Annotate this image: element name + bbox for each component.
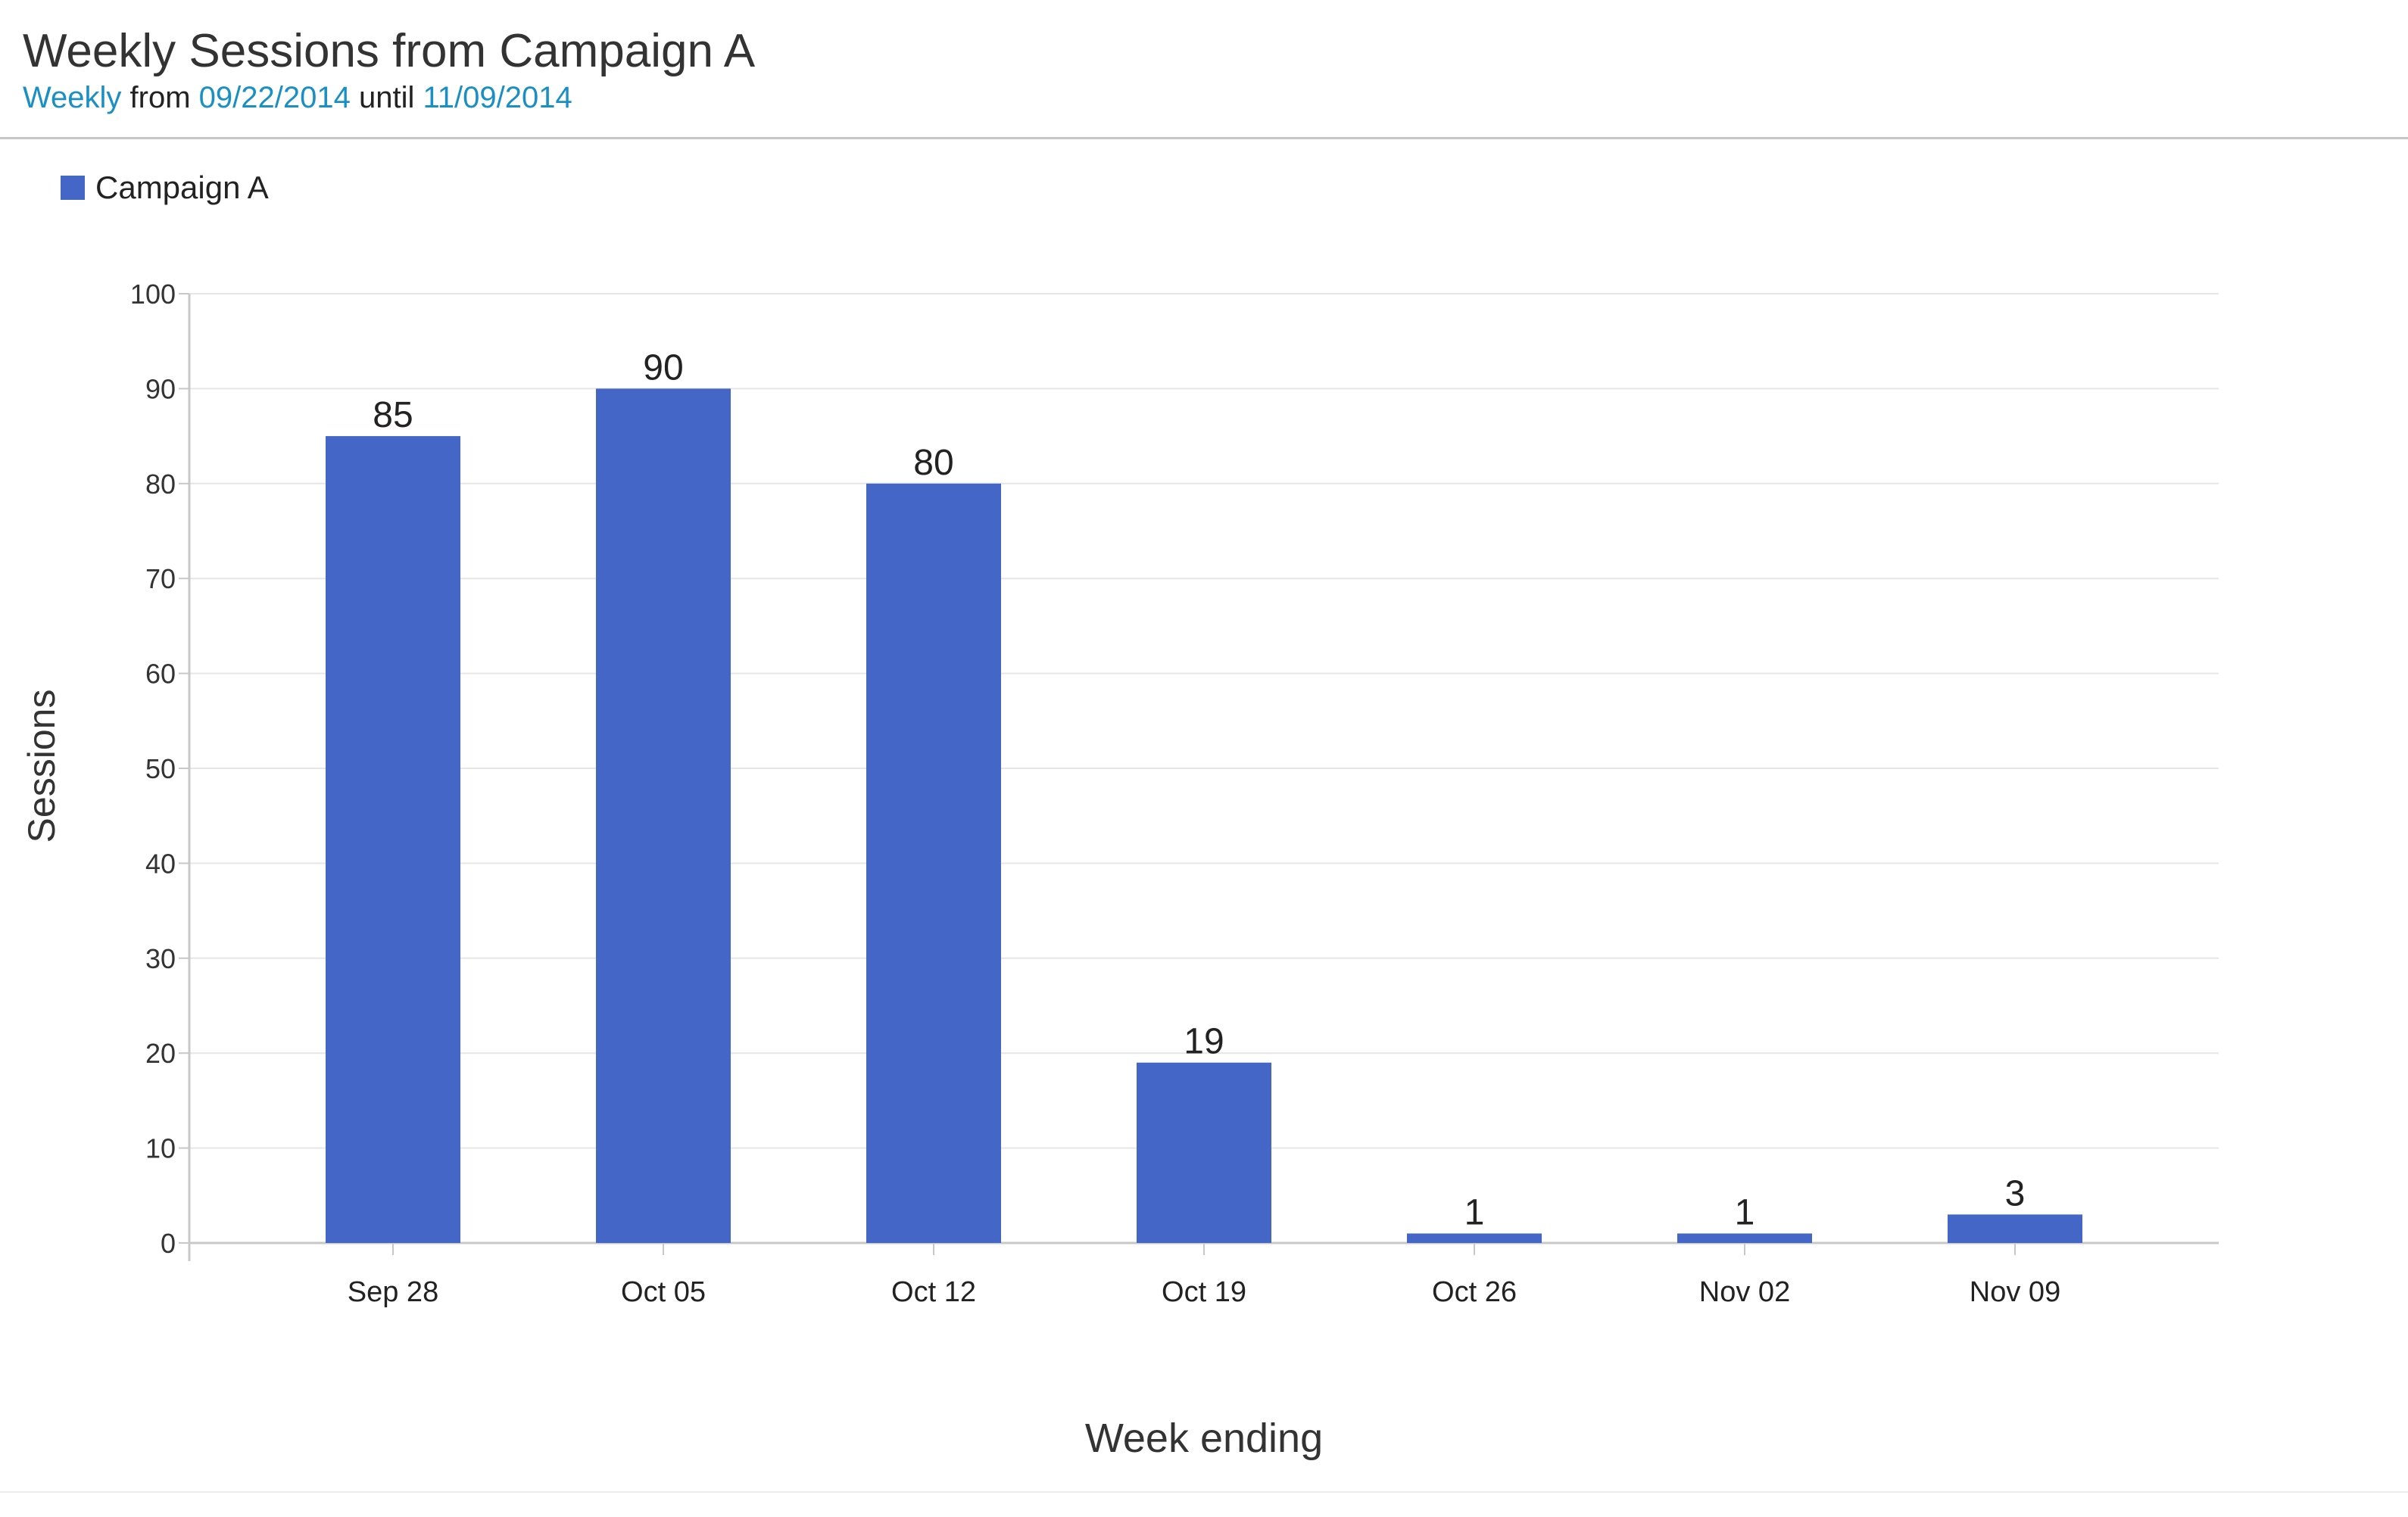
x-tick-label: Oct 19 — [1162, 1276, 1246, 1308]
x-axis-title: Week ending — [1085, 1416, 1323, 1461]
page-title: Weekly Sessions from Campaign A — [23, 25, 756, 77]
y-tick-label: 80 — [145, 469, 176, 500]
y-tick-label: 90 — [145, 373, 176, 404]
bar — [596, 388, 731, 1243]
legend-swatch — [61, 176, 85, 200]
y-axis-title: Sessions — [20, 690, 63, 843]
data-label: 80 — [913, 443, 953, 483]
y-tick-label: 10 — [145, 1133, 176, 1164]
bar — [326, 436, 460, 1243]
chart-header: Weekly Sessions from Campaign A Weekly f… — [0, 0, 2408, 139]
x-tick-label: Nov 09 — [1970, 1276, 2060, 1308]
bar — [1677, 1233, 1812, 1243]
x-tick-label: Nov 02 — [1699, 1276, 1790, 1308]
from-text: from — [129, 81, 191, 114]
data-label: 1 — [1464, 1192, 1485, 1232]
bars — [326, 388, 2082, 1243]
data-label: 19 — [1184, 1022, 1224, 1062]
bar — [1137, 1062, 1271, 1243]
x-tick-label: Oct 26 — [1432, 1276, 1517, 1308]
start-date-link[interactable]: 09/22/2014 — [198, 81, 351, 114]
bar — [1948, 1214, 2082, 1243]
y-axis: 0 10 20 30 40 50 60 70 80 90 100 — [130, 279, 191, 1261]
x-axis: Sep 28 Oct 05 Oct 12 Oct 19 Oct 26 Nov 02 Nov … — [189, 1241, 2219, 1308]
y-tick-label: 30 — [145, 943, 176, 974]
y-tick-label: 20 — [145, 1038, 176, 1069]
date-range-subtitle: Weekly from 09/22/2014 until 11/09/2014 — [23, 79, 572, 117]
legend-label: Campaign A — [95, 170, 269, 205]
bottom-divider — [0, 1491, 2408, 1493]
until-text: until — [359, 81, 415, 114]
data-label: 1 — [1735, 1192, 1755, 1232]
y-tick-label: 50 — [145, 753, 176, 784]
y-tick-label: 70 — [145, 563, 176, 594]
chart-legend[interactable]: Campaign A — [61, 168, 269, 207]
y-tick-label: 60 — [145, 659, 176, 690]
x-tick-label: Sep 28 — [348, 1276, 438, 1308]
x-tick-label: Oct 12 — [891, 1276, 976, 1308]
y-tick-label: 100 — [130, 279, 176, 310]
data-label: 3 — [2005, 1173, 2026, 1213]
end-date-link[interactable]: 11/09/2014 — [423, 81, 572, 114]
y-tick-label: 40 — [145, 848, 176, 879]
y-tick-label: 0 — [161, 1228, 176, 1259]
x-tick-label: Oct 05 — [621, 1276, 706, 1308]
data-label: 85 — [373, 395, 413, 435]
interval-link[interactable]: Weekly — [23, 81, 122, 114]
bar — [1407, 1233, 1542, 1243]
bar — [866, 483, 1001, 1243]
data-label: 90 — [643, 347, 683, 388]
